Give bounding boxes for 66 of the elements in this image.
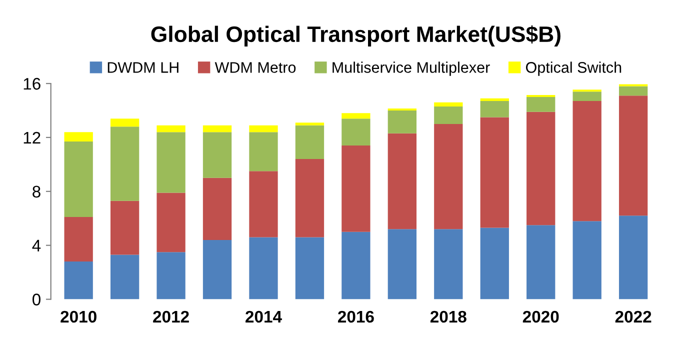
bar [342,118,370,146]
bar [342,146,370,232]
bar [110,200,140,255]
bar [572,92,602,102]
y-tick-label: 4 [32,240,41,252]
y-tick-label: 12 [24,132,40,144]
bar [434,102,463,106]
bar [388,133,417,230]
bar [295,122,324,126]
bar [526,97,556,112]
bar [342,113,370,119]
bar [156,192,186,252]
bar [526,112,556,226]
bar [64,132,93,142]
bar [156,125,186,132]
bar [202,178,232,240]
bar [110,126,140,201]
x-tick-label: 2010 [60,310,96,323]
legend-label: Optical Switch [526,62,622,76]
bar [202,240,232,300]
chart-title: Global Optical Transport Market(US$B) [151,25,560,46]
x-tick-label: 2022 [615,310,652,323]
y-tick-label: 0 [32,294,40,306]
bar [64,262,93,300]
bar [110,118,140,127]
x-tick-label: 2020 [522,310,559,323]
x-tick-label: 2012 [153,310,189,323]
bar [434,106,463,124]
bar [295,125,324,160]
bar [202,125,232,132]
bar [572,101,602,222]
bar [64,142,93,218]
bar [526,94,556,98]
bar [618,86,648,96]
bar [342,232,370,300]
bar [295,237,324,300]
x-tick-label: 2016 [338,310,374,323]
bar [480,101,509,118]
legend-label: Multiservice Multiplexer [332,62,490,76]
bar [249,132,278,172]
x-tick-label: 2018 [430,310,466,323]
bar [202,132,232,178]
bar [388,229,417,300]
bar [295,159,324,238]
bar [434,124,463,230]
legend-label: DWDM LH [108,62,178,73]
bar [249,237,278,300]
bar [434,229,463,300]
bar [480,228,509,300]
y-tick-label: 8 [32,186,40,198]
bar [618,216,648,300]
bar [156,252,186,300]
bar [156,132,186,193]
x-tick-label: 2014 [246,310,282,323]
bar [64,217,93,262]
bar [526,225,556,300]
bar [388,110,417,134]
bar [249,171,278,238]
bar [618,96,648,216]
legend-label: WDM Metro [214,62,296,73]
bar [480,98,509,102]
bar [480,117,509,228]
bar [572,221,602,300]
y-tick-label: 16 [24,78,40,90]
bar [249,125,278,132]
bar [110,254,140,300]
